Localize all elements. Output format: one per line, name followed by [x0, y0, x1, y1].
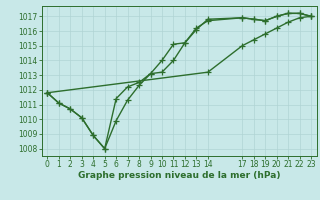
X-axis label: Graphe pression niveau de la mer (hPa): Graphe pression niveau de la mer (hPa)	[78, 171, 280, 180]
